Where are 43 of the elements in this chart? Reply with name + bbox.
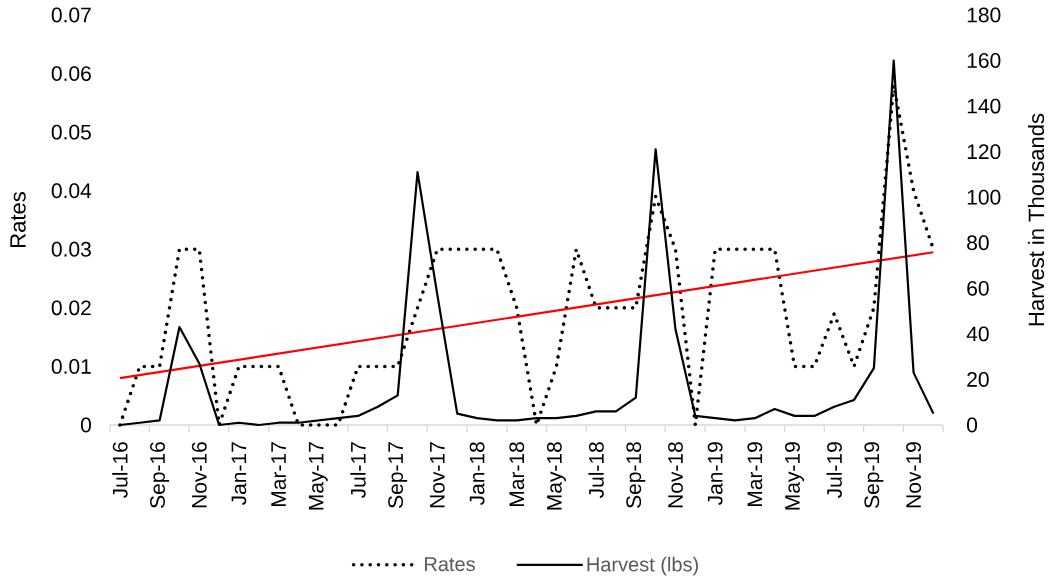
y-tick-label: 0.01: [51, 358, 91, 374]
legend-label: Rates: [425, 557, 475, 572]
x-tick-label: Jan-17: [231, 442, 247, 506]
y2-tick-label: 80: [967, 235, 989, 251]
y2-tick-label: 20: [967, 372, 989, 387]
x-tick-label: Nov-16: [191, 442, 207, 508]
x-tick-label: Mar-17: [271, 442, 286, 506]
y-tick-label: 0.06: [51, 66, 91, 81]
x-tick-label: Nov-18: [668, 442, 683, 508]
y2-tick-label: 180: [967, 7, 1001, 23]
y2-tick-label: 100: [967, 189, 1001, 205]
x-tick-label: May-18: [546, 442, 566, 510]
y2-tick-label: 160: [967, 53, 1001, 68]
y2-tick-label: 140: [967, 98, 1001, 114]
y2-tick-label: 60: [967, 280, 989, 296]
y2-axis-title: Harvest in Thousands: [1027, 113, 1045, 326]
y-tick-label: 0.07: [51, 7, 91, 23]
y2-tick-label: 40: [966, 326, 989, 342]
x-tick-label: Sep-19: [864, 442, 884, 508]
x-tick-label: May-19: [785, 442, 805, 510]
x-tick-label: Mar-19: [747, 442, 763, 506]
legend-label: Harvest (lbs): [587, 556, 698, 576]
x-tick-label: Jul-16: [112, 442, 128, 499]
x-tick-label: Jul-17: [350, 442, 366, 499]
x-tick-label: Jan-18: [469, 442, 485, 506]
x-tick-label: Sep-18: [626, 442, 646, 508]
x-tick-label: Mar-18: [509, 442, 525, 506]
y-tick-label: 0.03: [51, 241, 91, 257]
x-tick-label: Nov-17: [430, 442, 445, 508]
x-tick-label: Jan-19: [707, 442, 723, 506]
y-tick-label: 0.02: [51, 300, 91, 316]
y-tick-label: 0.05: [51, 124, 91, 140]
x-tick-label: Jul-18: [588, 442, 604, 499]
x-tick-label: Nov-19: [906, 442, 921, 508]
y-axis-title: Rates: [10, 192, 26, 247]
y2-tick-label: 0: [967, 417, 978, 433]
x-tick-label: May-17: [308, 442, 328, 510]
y2-tick-label: 120: [967, 144, 1001, 160]
x-tick-label: Sep-16: [150, 442, 170, 508]
x-tick-label: Sep-17: [388, 442, 408, 508]
x-tick-label: Jul-19: [826, 442, 842, 499]
y-tick-label: 0.04: [51, 183, 92, 199]
y-tick-label: 0: [80, 417, 91, 433]
